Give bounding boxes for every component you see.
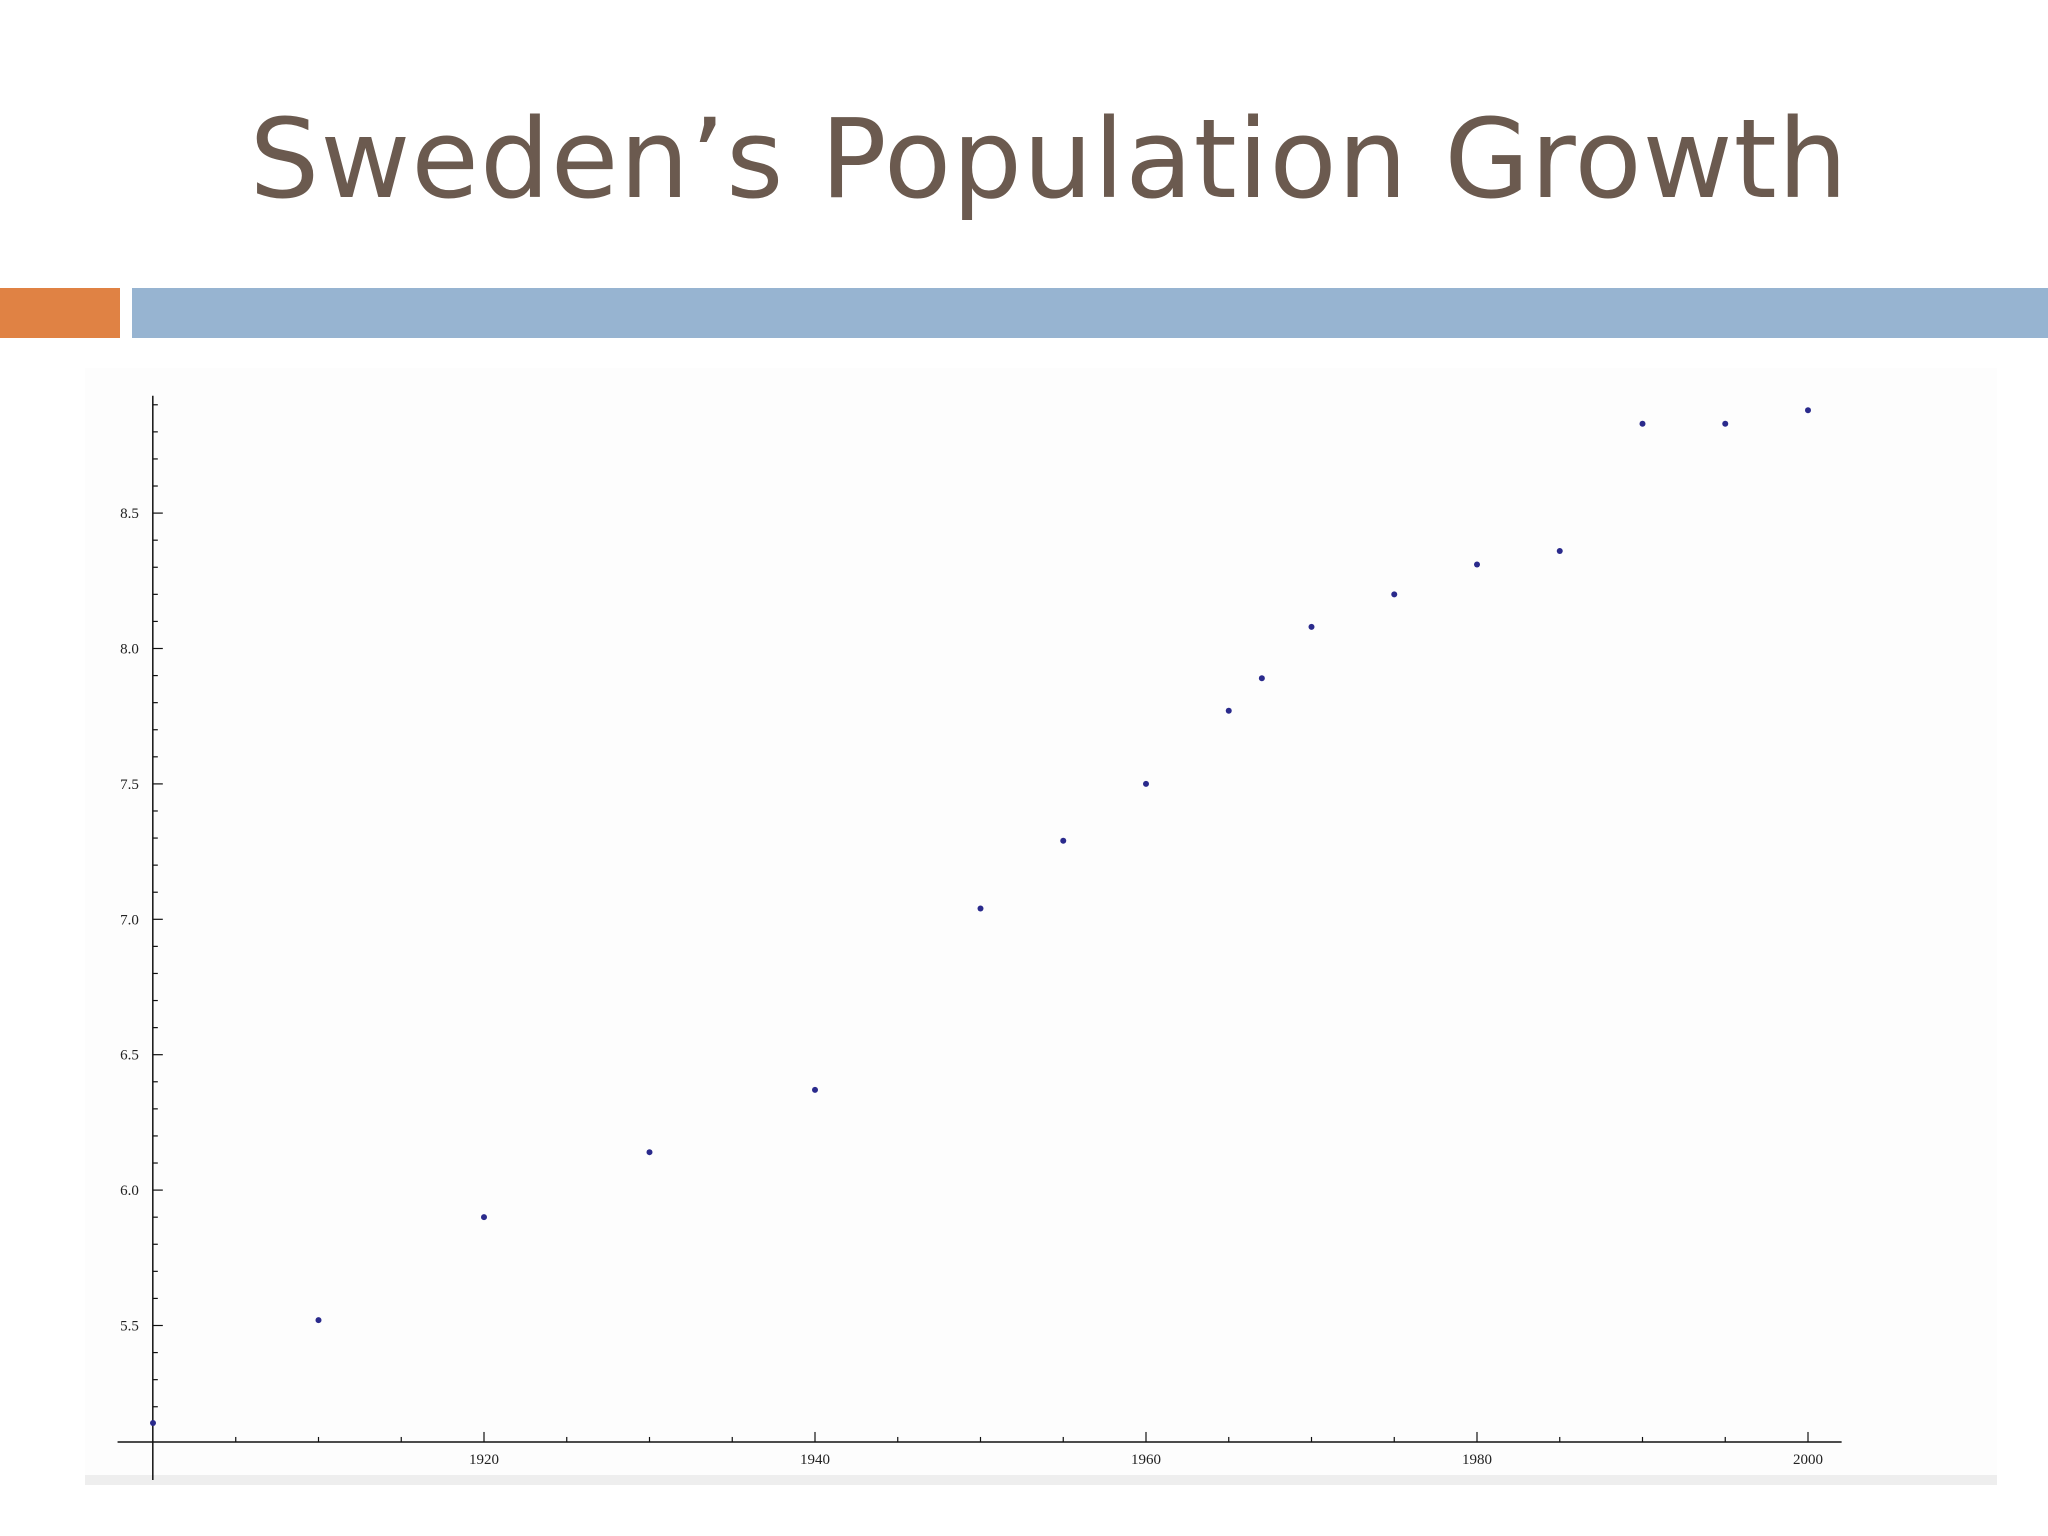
data-point bbox=[1639, 420, 1646, 427]
x-tick-label: 2000 bbox=[1793, 1452, 1823, 1468]
x-tick-label: 1980 bbox=[1462, 1452, 1492, 1468]
data-point bbox=[1143, 780, 1149, 787]
y-tick-label: 8.0 bbox=[120, 642, 139, 658]
data-point bbox=[1722, 420, 1729, 427]
accent-bar-blue bbox=[132, 288, 2048, 338]
chart-frame bbox=[85, 368, 1997, 1484]
data-point bbox=[1556, 548, 1563, 555]
y-tick-label: 5.5 bbox=[120, 1319, 139, 1335]
y-tick-label: 6.0 bbox=[120, 1183, 139, 1199]
data-point bbox=[150, 1419, 156, 1426]
data-point bbox=[1391, 591, 1398, 598]
slide-title: Sweden’s Population Growth bbox=[249, 95, 1849, 223]
x-tick-label: 1920 bbox=[469, 1452, 499, 1468]
data-point bbox=[481, 1214, 487, 1221]
accent-bar-orange bbox=[0, 288, 120, 338]
data-point bbox=[1308, 623, 1315, 630]
data-point bbox=[1258, 675, 1265, 682]
y-tick-label: 6.5 bbox=[120, 1048, 139, 1064]
x-tick-label: 1940 bbox=[800, 1452, 830, 1468]
y-tick-label: 7.0 bbox=[120, 912, 139, 928]
y-tick-label: 7.5 bbox=[120, 777, 139, 793]
data-point bbox=[977, 905, 984, 912]
data-point bbox=[1060, 837, 1067, 844]
data-point bbox=[646, 1149, 653, 1156]
y-tick-label: 8.5 bbox=[120, 506, 139, 522]
chart-bottom-strip bbox=[85, 1475, 1997, 1485]
data-point bbox=[1474, 561, 1480, 568]
data-point bbox=[812, 1086, 818, 1093]
data-point bbox=[1225, 707, 1232, 714]
data-point bbox=[1805, 407, 1811, 414]
x-tick-label: 1960 bbox=[1131, 1452, 1161, 1468]
data-point bbox=[315, 1317, 322, 1324]
